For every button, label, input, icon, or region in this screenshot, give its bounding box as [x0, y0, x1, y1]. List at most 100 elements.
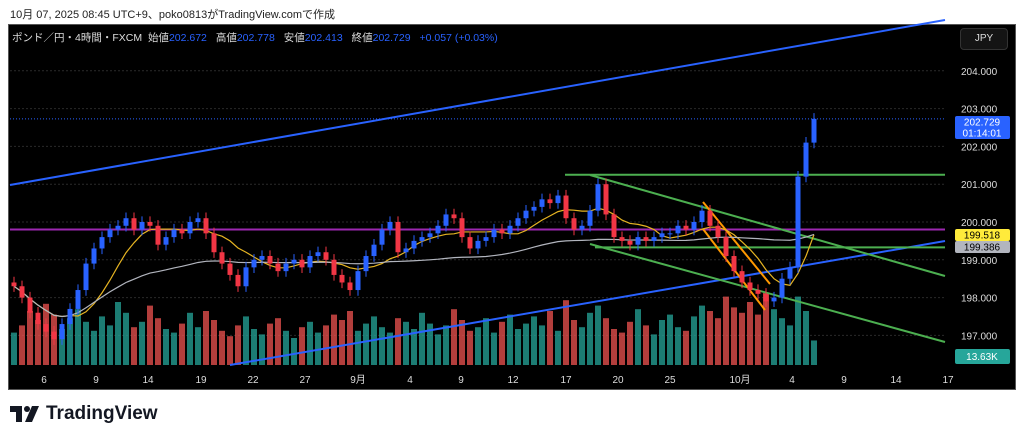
candle [611, 214, 617, 238]
volume-bar [739, 312, 745, 365]
candle [467, 237, 473, 249]
volume-bar [187, 312, 193, 365]
x-tick-label: 17 [560, 375, 572, 386]
volume-bar [603, 318, 609, 365]
tradingview-logo-icon [10, 406, 39, 422]
volume-tag-bg [955, 349, 1010, 364]
volume-bar [811, 340, 817, 365]
candle [707, 210, 713, 226]
volume-bar [251, 329, 257, 365]
candle [59, 324, 65, 340]
candle [371, 244, 377, 257]
candle [627, 240, 633, 245]
x-tick-label: 9月 [350, 374, 366, 386]
volume-bar [35, 320, 41, 365]
volume-bar [427, 323, 433, 365]
candle [331, 259, 337, 275]
volume-bar [491, 332, 497, 365]
candle [283, 263, 289, 272]
volume-bar [507, 314, 513, 365]
x-tick-label: 27 [299, 375, 311, 386]
candle [115, 225, 121, 230]
volume-bar [475, 327, 481, 365]
candle [739, 271, 745, 283]
volume-bar [691, 316, 697, 365]
last-price-tag: 202.729 [964, 118, 1001, 129]
volume-bar [339, 320, 345, 365]
y-tick-label: 198.000 [961, 294, 998, 305]
volume-bar [627, 321, 633, 365]
open-value: 202.672 [168, 32, 207, 44]
volume-bar [763, 293, 769, 365]
candle [419, 237, 425, 241]
candle [219, 252, 225, 264]
candle [411, 240, 417, 249]
candle [795, 176, 801, 268]
candle [515, 218, 521, 226]
candle [363, 256, 369, 272]
volume-bar [595, 305, 601, 365]
volume-bar [499, 321, 505, 365]
currency-button[interactable]: JPY [960, 28, 1008, 50]
candle [587, 210, 593, 226]
x-tick-label: 19 [195, 375, 207, 386]
candle [235, 274, 241, 287]
candle [675, 225, 681, 234]
candle [771, 297, 777, 302]
volume-bar [219, 330, 225, 365]
x-tick-label: 20 [612, 375, 624, 386]
close-label: 終値 [351, 32, 373, 44]
x-tick-label: 4 [789, 375, 795, 386]
x-tick-label: 14 [142, 375, 154, 386]
volume-bar [483, 318, 489, 365]
volume-bar [323, 325, 329, 365]
candle [139, 222, 145, 230]
volume-bar [379, 327, 385, 365]
volume-bar [571, 320, 577, 365]
volume-bar [587, 312, 593, 365]
volume-bar [355, 330, 361, 365]
candle [491, 229, 497, 238]
candle [227, 263, 233, 275]
volume-bar [395, 318, 401, 365]
countdown-tag: 01:14:01 [963, 129, 1002, 140]
volume-bar [387, 332, 393, 365]
candle [619, 237, 625, 241]
candle [11, 282, 17, 287]
symbol-label[interactable]: ポンド／円・4時間・FXCM [12, 32, 143, 44]
candle [347, 282, 353, 291]
candle [747, 282, 753, 291]
volume-bar [27, 311, 33, 365]
volume-bar [307, 321, 313, 365]
volume-bar [275, 318, 281, 365]
volume-bar [795, 296, 801, 365]
ma-long-tag-bg [955, 241, 1010, 253]
volume-bar [803, 311, 809, 365]
candle [435, 225, 441, 234]
candle [195, 218, 201, 222]
candle [555, 195, 561, 204]
y-tick-label: 200.000 [961, 218, 998, 229]
volume-bar [771, 309, 777, 365]
candle [27, 297, 33, 313]
candle [107, 229, 113, 238]
low-label: 安値 [283, 32, 305, 44]
tradingview-logo[interactable]: TradingView [10, 403, 158, 425]
candle [203, 218, 209, 234]
candle [803, 142, 809, 177]
candle [267, 256, 273, 264]
volume-bar [19, 325, 25, 365]
close-value: 202.729 [372, 32, 411, 44]
volume-bar [291, 338, 297, 365]
volume-bar [347, 311, 353, 365]
y-tick-label: 197.000 [961, 331, 998, 342]
x-tick-label: 9 [93, 375, 99, 386]
candle [755, 290, 761, 294]
y-tick-label: 199.000 [961, 256, 998, 267]
volume-bar [211, 320, 217, 365]
upper-blue-trendline [9, 19, 946, 186]
candle [571, 218, 577, 230]
green-channel-lower [589, 243, 946, 343]
candle [811, 118, 817, 143]
